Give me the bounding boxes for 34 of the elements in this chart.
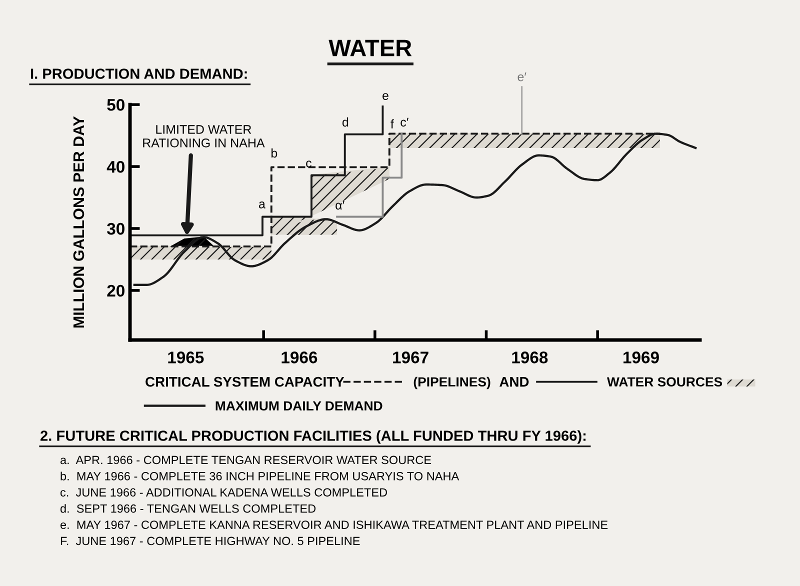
legend-label: (PIPELINES) [414, 376, 490, 390]
text: AND [500, 377, 529, 387]
annotation: d [342, 117, 348, 127]
annotation: e′ [518, 72, 526, 82]
x-tick-label: 1965 [168, 352, 204, 364]
annotation: e [382, 93, 388, 100]
annotation: c′ [400, 118, 408, 127]
annotation: c [306, 160, 312, 168]
text: a. APR. 1966 - COMPLETE TENGAN RESERVOIR WATER SOURCE [60, 456, 432, 464]
text: F. JUNE 1967 - COMPLETE HIGHWAY NO. 5 PIPELINE [60, 536, 360, 546]
text: b. MAY 1966 - COMPLETE 36 INCH PIPELINE FROM USARYIS TO NAHA [60, 472, 460, 480]
x-tick-label: 1967 [393, 352, 428, 364]
text: 2. FUTURE CRITICAL PRODUCTION FACILITIES (ALL FUNDED THRU FY 1966): [40, 430, 586, 444]
annotation: f [390, 119, 394, 128]
text: d. SEPT 1966 - TENGAN WELLS COMPLETED [60, 504, 316, 513]
text: e. MAY 1967 - COMPLETE KANNA RESERVOIR AND ISHIKAWA TREATMENT PLANT AND PIPELINE [60, 520, 608, 529]
y-axis-title: MILLION GALLONS PER DAY [73, 116, 84, 328]
legend-label: MAXIMUM DAILY DEMAND [216, 401, 382, 411]
legend-label: WATER SOURCES [607, 377, 722, 387]
chart-title: WATER [328, 40, 412, 56]
annotation: α′ [336, 200, 344, 210]
y-tick-label: 40 [106, 160, 124, 173]
y-tick-label: 20 [107, 284, 124, 297]
y-tick-label: 30 [106, 222, 124, 235]
text: CRITICAL SYSTEM CAPACITY [146, 376, 344, 387]
x-tick-label: 1969 [624, 352, 659, 364]
x-tick-label: 1968 [512, 352, 548, 364]
text: c. JUNE 1966 - ADDITIONAL KADENA WELLS COMPLETED [60, 488, 388, 497]
annotation: a [258, 202, 266, 208]
y-tick-label: 50 [107, 99, 124, 111]
annotation: LIMITED WATER RATIONING IN NAHA [143, 125, 265, 148]
x-tick-label: 1966 [282, 352, 318, 364]
chart-subtitle: I. PRODUCTION AND DEMAND: [30, 68, 247, 79]
annotation: b [271, 148, 278, 158]
